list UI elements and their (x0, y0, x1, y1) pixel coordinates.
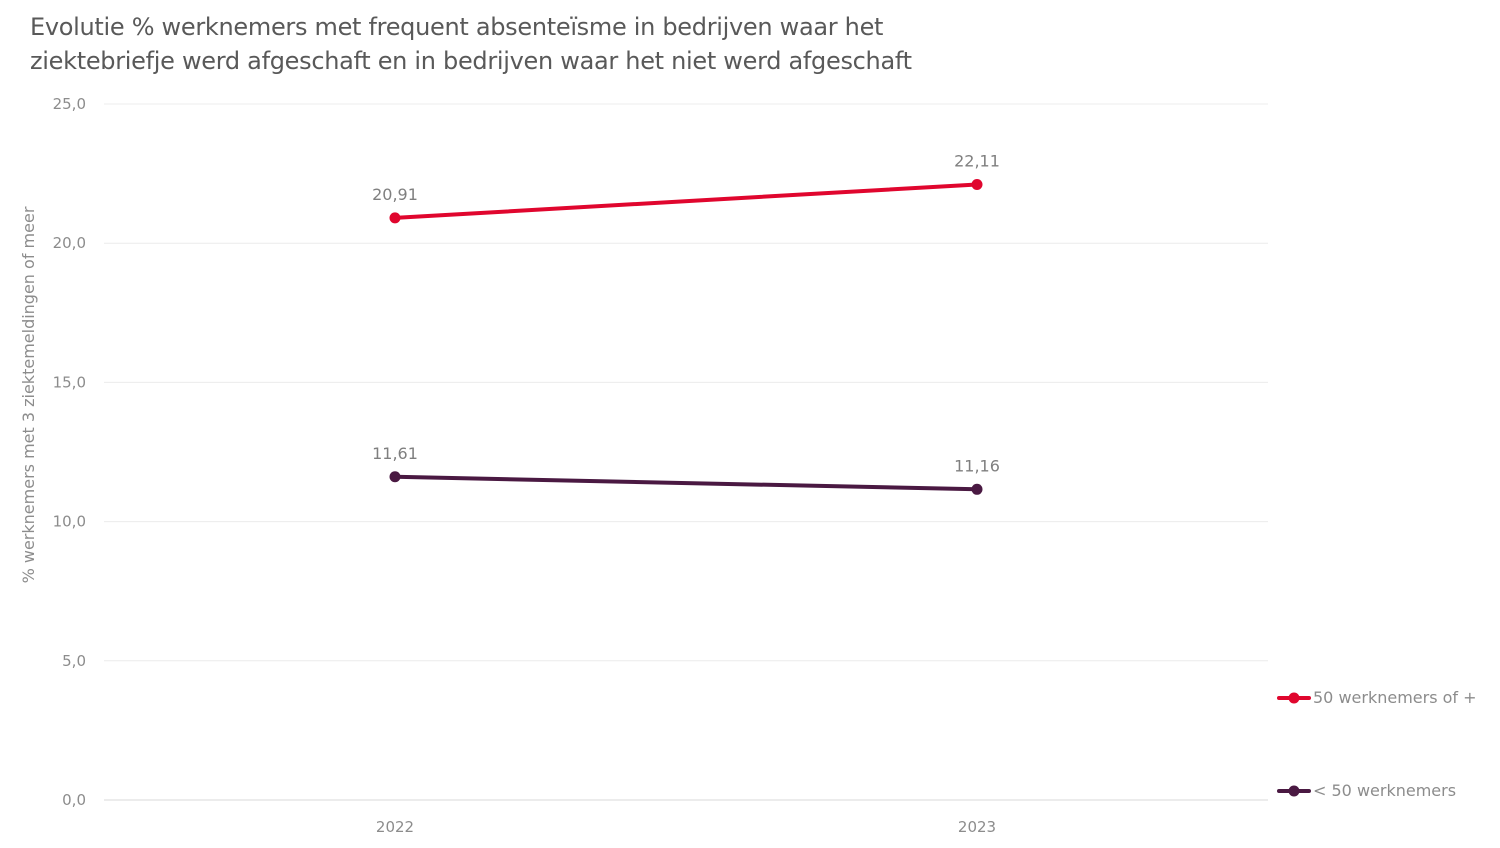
data-point (389, 212, 401, 224)
gridlines (104, 103, 1268, 801)
data-point (971, 483, 983, 495)
legend-item: < 50 werknemers (1277, 781, 1456, 800)
series: 20,91 22,11 11,61 11,16 (372, 151, 1000, 495)
series-line (393, 182, 979, 220)
chart-title: Evolutie % werknemers met frequent absen… (30, 10, 1030, 78)
legend-item: 50 werknemers of + (1277, 688, 1477, 707)
y-axis-title: % werknemers met 3 ziektemeldingen of me… (19, 206, 38, 583)
y-tick-label: 10,0 (53, 513, 86, 531)
data-point (971, 178, 983, 190)
y-tick-label: 0,0 (62, 791, 86, 809)
y-axis-tick-labels: 0,0 5,0 10,0 15,0 20,0 25,0 (53, 95, 86, 809)
x-tick-label: 2022 (376, 818, 414, 836)
y-tick-label: 20,0 (53, 234, 86, 252)
series-1: 11,61 11,16 (372, 444, 1000, 495)
legend-marker (1288, 785, 1300, 797)
y-tick-label: 15,0 (53, 373, 86, 391)
data-label: 22,11 (954, 151, 1000, 170)
y-tick-label: 5,0 (62, 652, 86, 670)
legend-marker (1288, 692, 1300, 704)
series-line (393, 474, 979, 492)
legend-label: 50 werknemers of + (1313, 688, 1477, 707)
data-point (389, 471, 401, 483)
x-tick-label: 2023 (958, 818, 996, 836)
data-label: 20,91 (372, 185, 418, 204)
chart-title-line-1: Evolutie % werknemers met frequent absen… (30, 13, 884, 41)
chart-title-line-2: ziektebriefje werd afgeschaft en in bedr… (30, 47, 912, 75)
data-label: 11,61 (372, 444, 418, 463)
legend: 50 werknemers of + < 50 werknemers (1277, 688, 1477, 800)
legend-label: < 50 werknemers (1313, 781, 1456, 800)
y-tick-label: 25,0 (53, 95, 86, 113)
data-label: 11,16 (954, 456, 1000, 475)
series-0: 20,91 22,11 (372, 151, 1000, 224)
x-axis-tick-labels: 2022 2023 (376, 818, 996, 836)
